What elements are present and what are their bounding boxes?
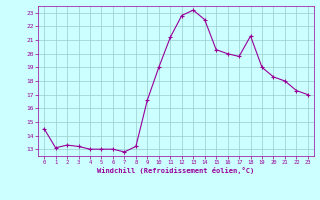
X-axis label: Windchill (Refroidissement éolien,°C): Windchill (Refroidissement éolien,°C) xyxy=(97,167,255,174)
